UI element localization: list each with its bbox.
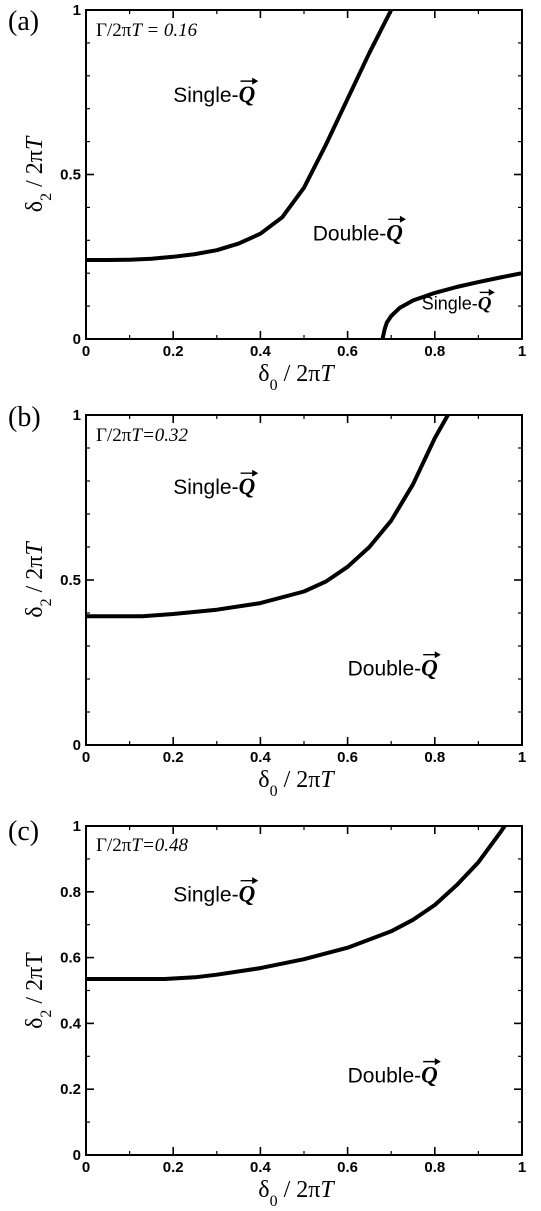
x-tick-label: 0.6 [337, 343, 358, 360]
vector-arrow-head [252, 77, 259, 85]
panel-a: 0 0.2 0.4 0.6 0.8 1 0 0.5 1 (a) Γ/2πT = 0.16 Single… [8, 2, 526, 394]
y-tick-label: 0.6 [60, 950, 81, 967]
x-tick-label: 1 [518, 1159, 526, 1176]
y-tick-label: 0.5 [60, 572, 81, 589]
region-label-single: Single-Q [173, 474, 255, 499]
x-tick-label: 0.2 [163, 343, 184, 360]
x-tick-label: 0.8 [424, 343, 445, 360]
plot-frame [85, 414, 523, 746]
x-tick-label: 0.8 [424, 1159, 445, 1176]
x-tick-label: 0.6 [337, 1159, 358, 1176]
region-label-double: Double-Q [348, 656, 438, 681]
x-axis-label: δ0 / 2πT [258, 767, 335, 800]
y-tick-label: 0 [73, 331, 81, 348]
panel-label: (c) [8, 816, 39, 847]
x-tick-label: 0 [82, 1159, 90, 1176]
x-tick-label: 1 [518, 343, 526, 360]
y-axis-label: δ2 / 2πT [22, 952, 55, 1029]
vector-arrow-head [252, 469, 259, 477]
phase-boundary-line-1 [86, 414, 450, 619]
x-tick-label: 0.2 [163, 1159, 184, 1176]
x-axis-label: δ0 / 2πT [258, 1177, 335, 1210]
y-tick-label: 0.8 [60, 884, 81, 901]
x-axis-label: δ0 / 2πT [258, 361, 335, 394]
region-label-double: Double-Q [313, 220, 403, 245]
region-label-single: Single-Q [173, 82, 255, 107]
x-tick-label: 0 [82, 343, 90, 360]
vector-arrow-head [434, 1058, 441, 1066]
y-tick-label: 0.5 [60, 167, 81, 184]
phase-boundary-line-2 [380, 271, 523, 340]
x-tick-label: 0 [82, 749, 90, 766]
y-tick-label: 0 [73, 1147, 81, 1164]
x-tick-label: 0.2 [163, 749, 184, 766]
x-tick-label: 0.4 [250, 749, 272, 766]
gamma-parameter-label: Γ/2πT=0.32 [96, 425, 189, 446]
vector-arrow-head [252, 877, 259, 885]
gamma-parameter-label: Γ/2πT = 0.16 [96, 20, 198, 41]
gamma-parameter-label: Γ/2πT=0.48 [96, 835, 189, 856]
y-axis-label: δ2 / 2πT [22, 135, 55, 212]
y-tick-label: 1 [73, 2, 81, 19]
y-tick-label: 0.2 [60, 1081, 81, 1098]
vector-arrow-head [488, 288, 495, 296]
y-tick-label: 0 [73, 737, 81, 754]
panel-label: (a) [8, 6, 39, 37]
region-label-double: Double-Q [348, 1063, 438, 1088]
y-tick-label: 1 [73, 818, 81, 835]
plot-frame [85, 825, 523, 1156]
x-tick-label: 0.4 [250, 343, 272, 360]
x-tick-label: 0.8 [424, 749, 445, 766]
vector-arrow-head [434, 651, 441, 659]
phase-boundary-line-1 [86, 824, 507, 981]
x-tick-label: 1 [518, 749, 526, 766]
phase-boundary-line-1 [86, 9, 393, 262]
y-axis-label: δ2 / 2πT [22, 541, 55, 618]
panel-b: 0 0.2 0.4 0.6 0.8 1 0 0.5 1 (b) Γ/2πT=0.32 Single-Q… [8, 402, 526, 800]
y-tick-label: 0.4 [60, 1015, 82, 1032]
panel-label: (b) [8, 402, 41, 433]
plot-frame [85, 9, 523, 340]
x-tick-label: 0.4 [250, 1159, 272, 1176]
vector-arrow-head [399, 215, 406, 223]
region-label-single: Single-Q [173, 882, 255, 907]
region-label-single: Single-Q [422, 293, 492, 314]
panel-c: 0 0.2 0.4 0.6 0.8 1 0 0.2 0.4 0.6 0.8 1 (c) Γ/2πT=0.4… [8, 816, 526, 1210]
y-tick-label: 1 [73, 407, 81, 424]
x-tick-label: 0.6 [337, 749, 358, 766]
